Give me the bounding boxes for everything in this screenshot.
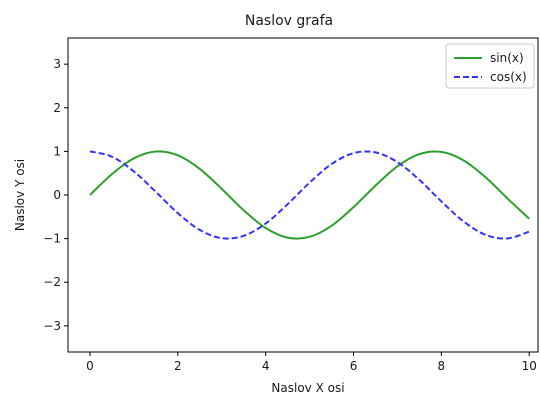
y-tick-label: 0 bbox=[53, 188, 61, 202]
x-axis: 0 2 4 6 8 10 bbox=[86, 352, 537, 373]
legend-label: cos(x) bbox=[490, 70, 527, 84]
plot-area bbox=[89, 150, 530, 240]
legend: sin(x) cos(x) bbox=[445, 43, 535, 89]
chart-title: Naslov grafa bbox=[245, 13, 333, 29]
y-tick-label: 1 bbox=[53, 144, 61, 158]
legend-label: sin(x) bbox=[490, 51, 524, 65]
y-axis: −3 −2 −1 0 1 2 3 bbox=[43, 57, 68, 333]
y-tick-label: −1 bbox=[43, 232, 61, 246]
x-tick-label: 10 bbox=[522, 359, 537, 373]
y-axis-label: Naslov Y osi bbox=[13, 159, 27, 231]
series-line-cos bbox=[89, 150, 530, 240]
x-axis-label: Naslov X osi bbox=[271, 381, 344, 394]
series-line-sin bbox=[89, 150, 530, 240]
y-tick-label: −2 bbox=[43, 275, 61, 289]
y-tick-label: 3 bbox=[53, 57, 61, 71]
x-tick-label: 6 bbox=[350, 359, 358, 373]
y-tick-label: 2 bbox=[53, 101, 61, 115]
x-tick-label: 2 bbox=[174, 359, 182, 373]
y-tick-label: −3 bbox=[43, 319, 61, 333]
x-tick-label: 4 bbox=[262, 359, 270, 373]
x-tick-label: 0 bbox=[86, 359, 94, 373]
x-tick-label: 8 bbox=[438, 359, 446, 373]
